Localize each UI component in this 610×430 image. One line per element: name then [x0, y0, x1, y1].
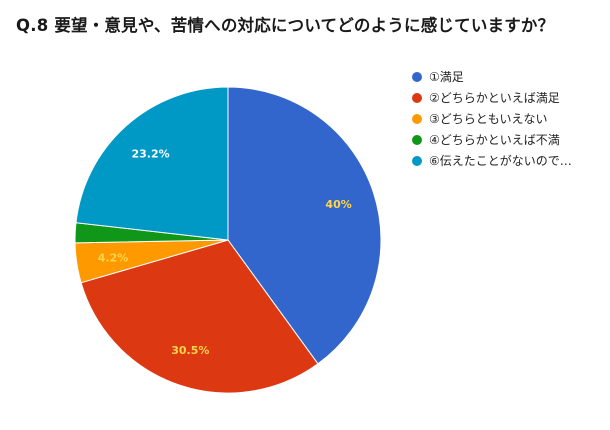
pie-slices: [74, 86, 382, 394]
legend-label-3: ③どちらともいえない: [429, 112, 548, 126]
legend-label-5: ⑥伝えたことがないので…: [429, 154, 572, 168]
chart-legend: ①満足 ②どちらかといえば満足 ③どちらともいえない ④どちらかといえば不満 ⑥伝えたこ…: [412, 66, 608, 171]
legend-label-2: ②どちらかといえば満足: [429, 91, 560, 105]
legend-item-3[interactable]: ③どちらともいえない: [412, 108, 608, 129]
legend-swatch-3: [412, 113, 422, 124]
pie-slice-5[interactable]: [75, 86, 229, 241]
pie-slice-1[interactable]: [227, 86, 382, 365]
legend-swatch-4: [412, 134, 422, 145]
legend-label-4: ④どちらかといえば不満: [429, 133, 560, 147]
legend-swatch-2: [412, 92, 422, 103]
data-label-3: 4.2%: [98, 252, 129, 265]
legend-item-5[interactable]: ⑥伝えたことがないので…: [412, 150, 608, 171]
chart-title: Q.8 要望・意見や、苦情への対応についてどのように感じていますか？: [16, 16, 555, 35]
data-label-2: 30.5%: [171, 344, 209, 357]
legend-label-1: ①満足: [429, 70, 464, 84]
legend-item-1[interactable]: ①満足: [412, 66, 608, 87]
data-label-1: 40%: [325, 198, 351, 211]
pie-data-labels: 40% 30.5% 4.2% 23.2%: [98, 147, 352, 357]
legend-item-2[interactable]: ②どちらかといえば満足: [412, 87, 608, 108]
data-label-5: 23.2%: [132, 147, 170, 160]
legend-swatch-5: [412, 155, 422, 166]
legend-swatch-1: [412, 71, 422, 82]
pie-slice-2[interactable]: [80, 239, 319, 394]
legend-item-4[interactable]: ④どちらかといえば不満: [412, 129, 608, 150]
